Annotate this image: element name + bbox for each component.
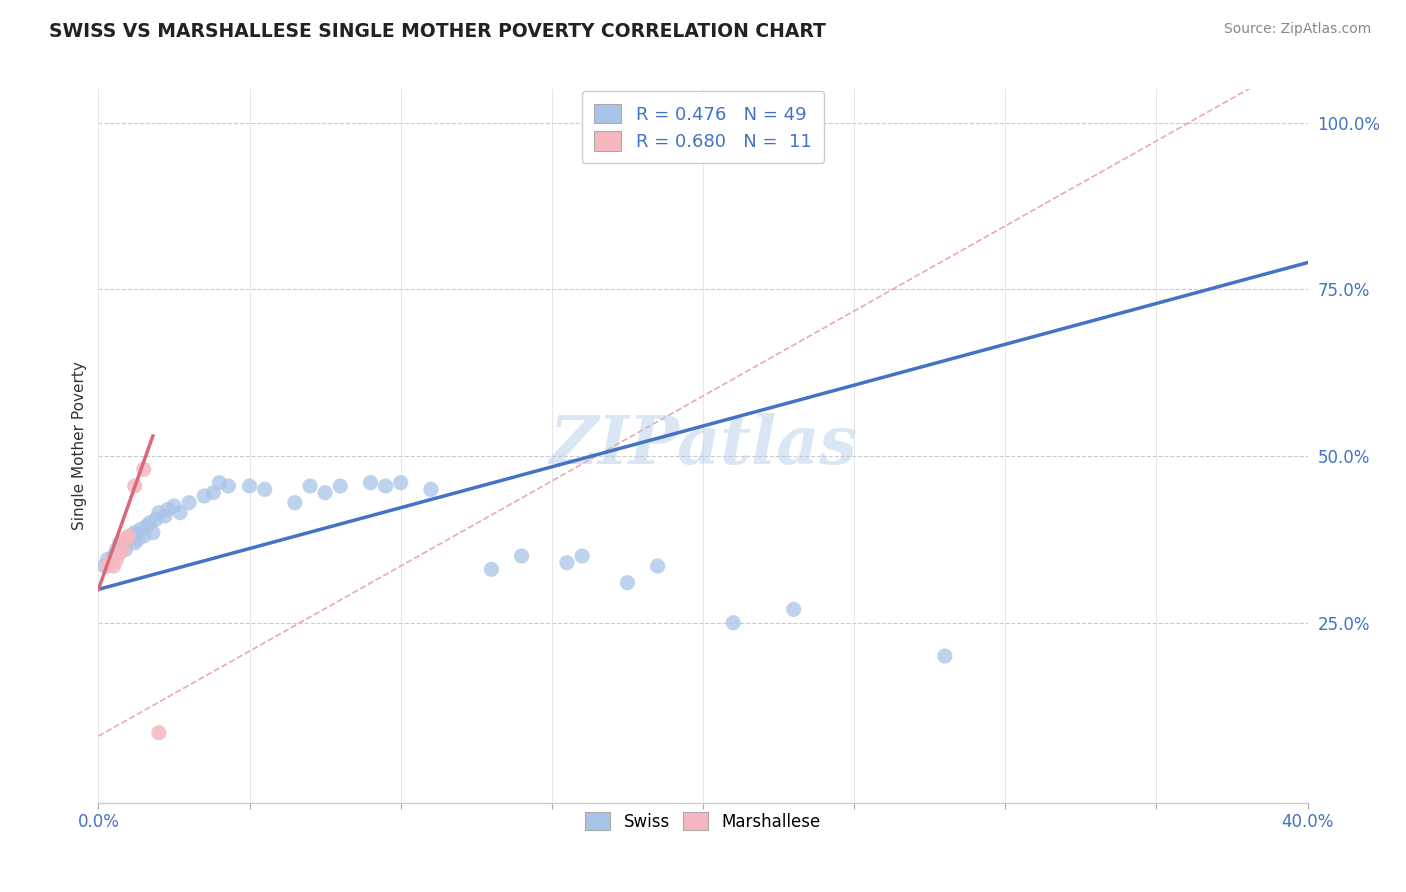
Point	[208, 475, 231, 490]
Point	[100, 556, 122, 570]
Point	[108, 546, 131, 560]
Point	[105, 542, 128, 557]
Point	[148, 725, 170, 739]
Point	[647, 559, 669, 574]
Y-axis label: Single Mother Poverty: Single Mother Poverty	[72, 361, 87, 531]
Point	[239, 479, 262, 493]
Point	[124, 535, 146, 549]
Point	[783, 602, 806, 616]
Point	[153, 509, 176, 524]
Point	[253, 483, 276, 497]
Point	[103, 559, 125, 574]
Point	[420, 483, 443, 497]
Text: SWISS VS MARSHALLESE SINGLE MOTHER POVERTY CORRELATION CHART: SWISS VS MARSHALLESE SINGLE MOTHER POVER…	[49, 22, 827, 41]
Point	[124, 479, 146, 493]
Point	[510, 549, 533, 563]
Point	[145, 512, 167, 526]
Point	[111, 539, 134, 553]
Point	[132, 529, 155, 543]
Point	[124, 525, 146, 540]
Point	[100, 556, 122, 570]
Point	[108, 535, 131, 549]
Point	[118, 529, 141, 543]
Point	[299, 479, 322, 493]
Legend: Swiss, Marshallese: Swiss, Marshallese	[579, 805, 827, 838]
Point	[111, 542, 134, 557]
Point	[132, 462, 155, 476]
Point	[93, 559, 115, 574]
Point	[555, 556, 578, 570]
Point	[114, 542, 136, 557]
Point	[934, 649, 956, 664]
Point	[193, 489, 215, 503]
Point	[329, 479, 352, 493]
Point	[374, 479, 396, 493]
Point	[96, 559, 118, 574]
Point	[105, 552, 128, 566]
Point	[481, 562, 503, 576]
Point	[284, 496, 307, 510]
Text: ZIPatlas: ZIPatlas	[550, 414, 856, 478]
Text: Source: ZipAtlas.com: Source: ZipAtlas.com	[1223, 22, 1371, 37]
Point	[389, 475, 412, 490]
Point	[103, 549, 125, 563]
Point	[114, 533, 136, 547]
Point	[148, 506, 170, 520]
Point	[202, 485, 225, 500]
Point	[217, 479, 239, 493]
Point	[121, 529, 143, 543]
Point	[118, 533, 141, 547]
Point	[96, 552, 118, 566]
Point	[163, 499, 186, 513]
Point	[127, 533, 149, 547]
Point	[139, 516, 162, 530]
Point	[723, 615, 745, 630]
Point	[156, 502, 179, 516]
Point	[616, 575, 638, 590]
Point	[360, 475, 382, 490]
Point	[142, 525, 165, 540]
Point	[108, 546, 131, 560]
Point	[571, 549, 593, 563]
Point	[169, 506, 191, 520]
Point	[179, 496, 201, 510]
Point	[129, 522, 152, 536]
Point	[314, 485, 336, 500]
Point	[135, 519, 157, 533]
